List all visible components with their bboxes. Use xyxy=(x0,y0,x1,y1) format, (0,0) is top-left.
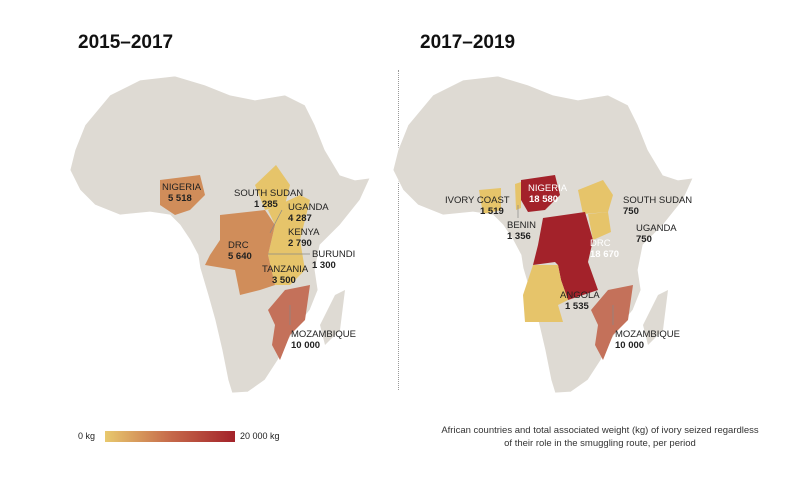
region-south-sudan xyxy=(578,180,613,214)
value-benin: 1 356 xyxy=(507,231,531,242)
legend-max-label: 20 000 kg xyxy=(240,431,280,441)
value-kenya: 2 790 xyxy=(288,238,312,249)
region-nigeria xyxy=(521,175,560,212)
value-ivory-coast: 1 519 xyxy=(480,206,504,217)
region-drc xyxy=(533,212,598,300)
region-mozambique xyxy=(268,285,310,360)
panel-title-2015-2017: 2015–2017 xyxy=(78,32,174,53)
region-mozambique xyxy=(591,285,633,360)
label-south-sudan: SOUTH SUDAN xyxy=(623,195,692,206)
label-tanzania: TANZANIA xyxy=(262,264,309,275)
label-nigeria: NIGERIA xyxy=(162,182,202,193)
value-tanzania: 3 500 xyxy=(272,275,296,286)
panel-divider xyxy=(398,70,399,390)
label-south-sudan: SOUTH SUDAN xyxy=(234,188,303,199)
label-drc: DRC xyxy=(228,240,249,251)
legend-min-label: 0 kg xyxy=(78,431,96,441)
region-ivory-coast xyxy=(479,188,501,214)
label-mozambique: MOZAMBIQUE xyxy=(615,329,680,340)
value-uganda: 4 287 xyxy=(288,213,312,224)
region-uganda xyxy=(588,212,611,240)
value-mozambique: 10 000 xyxy=(615,340,644,351)
region-nigeria xyxy=(160,175,205,215)
value-south-sudan: 750 xyxy=(623,206,639,217)
value-drc: 18 670 xyxy=(590,249,619,260)
value-nigeria: 18 580 xyxy=(529,194,558,205)
region-benin xyxy=(515,182,521,210)
map-2015-2017: NIGERIA 5 518 SOUTH SUDAN 1 285 UGANDA 4… xyxy=(69,75,371,394)
region-east-africa xyxy=(268,195,310,285)
value-south-sudan: 1 285 xyxy=(254,199,278,210)
label-benin: BENIN xyxy=(507,220,536,231)
label-nigeria: NIGERIA xyxy=(528,183,568,194)
legend-color-scale xyxy=(105,431,235,442)
label-uganda: UGANDA xyxy=(636,223,677,234)
value-nigeria: 5 518 xyxy=(168,193,192,204)
region-drc xyxy=(205,210,275,295)
label-angola: ANGOLA xyxy=(560,290,600,301)
label-ivory-coast: IVORY COAST xyxy=(445,195,510,206)
value-mozambique: 10 000 xyxy=(291,340,320,351)
label-uganda: UGANDA xyxy=(288,202,329,213)
value-angola: 1 535 xyxy=(565,301,589,312)
label-kenya: KENYA xyxy=(288,227,320,238)
region-south-sudan xyxy=(255,165,290,210)
value-burundi: 1 300 xyxy=(312,260,336,271)
value-uganda: 750 xyxy=(636,234,652,245)
map-2017-2019: IVORY COAST 1 519 NIGERIA 18 580 BENIN 1… xyxy=(392,75,694,394)
label-burundi: BURUNDI xyxy=(312,249,355,260)
value-drc: 5 640 xyxy=(228,251,252,262)
panel-title-2017-2019: 2017–2019 xyxy=(420,32,516,53)
region-angola xyxy=(523,265,568,322)
label-drc: DRC xyxy=(590,238,611,249)
label-mozambique: MOZAMBIQUE xyxy=(291,329,356,340)
caption: African countries and total associated w… xyxy=(441,425,759,449)
